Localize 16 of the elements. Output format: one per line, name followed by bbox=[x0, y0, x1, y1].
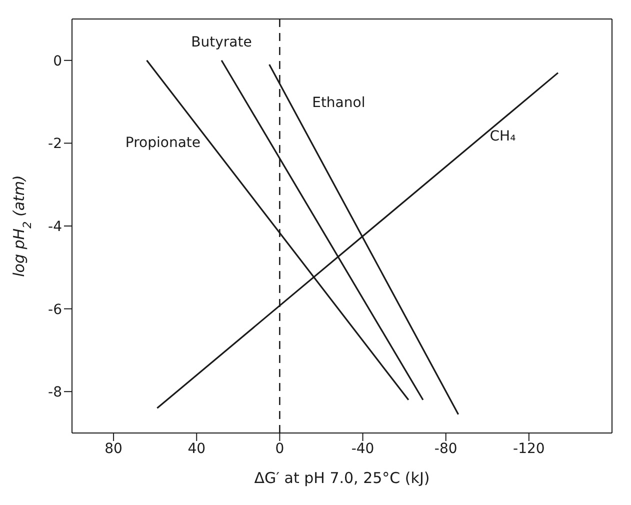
x-tick-label: 40 bbox=[188, 440, 206, 457]
series-label: Butyrate bbox=[191, 34, 252, 50]
y-tick-label: -8 bbox=[48, 384, 62, 401]
series-label: Propionate bbox=[125, 135, 201, 152]
x-axis-title: ΔG′ at pH 7.0, 25°C (kJ) bbox=[254, 469, 430, 487]
x-tick-label: -40 bbox=[351, 440, 374, 457]
y-tick-label: -6 bbox=[48, 302, 62, 318]
y-tick-label: -4 bbox=[48, 218, 62, 235]
y-tick-label: -2 bbox=[48, 136, 62, 152]
x-tick-label: -120 bbox=[513, 440, 545, 457]
x-tick-label: 0 bbox=[275, 440, 284, 457]
series-label: CH₄ bbox=[490, 128, 516, 145]
x-tick-label: 80 bbox=[104, 440, 122, 457]
y-tick-label: 0 bbox=[53, 53, 62, 70]
series-label: Ethanol bbox=[312, 95, 366, 112]
x-tick-label: -80 bbox=[434, 440, 458, 457]
